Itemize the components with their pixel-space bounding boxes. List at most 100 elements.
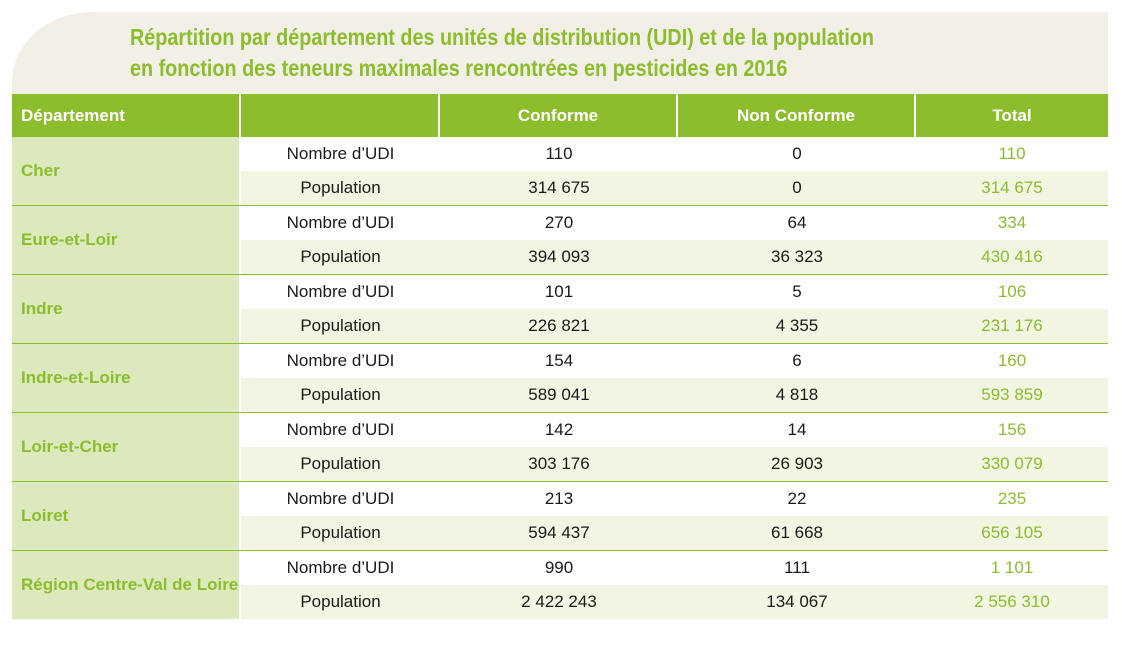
group-rows: Nombre d’UDI 101 5 106 Population 226 821 4 35…: [241, 275, 1108, 343]
table-group: Indre-et-Loire Nombre d’UDI 154 6 160 Populat…: [12, 343, 1108, 412]
non-conforme-value: 4 818: [775, 385, 819, 404]
conforme-value: 101: [544, 282, 574, 301]
non-conforme-value: 6: [792, 351, 802, 370]
non-conforme-value: 0: [792, 144, 802, 163]
total-value: 656 105: [981, 523, 1043, 542]
non-conforme-value: 5: [792, 282, 802, 301]
table-row: Population 394 093 36 323 430 416: [241, 240, 1108, 274]
row-label: Nombre d’UDI: [286, 351, 395, 370]
conforme-value: 213: [544, 489, 574, 508]
conforme-value: 990: [544, 558, 574, 577]
total-value: 593 859: [981, 385, 1043, 404]
conforme-value: 303 176: [528, 454, 590, 473]
table-body: Cher Nombre d’UDI 110 0 110 Population 314 675…: [12, 137, 1108, 619]
table-row: Nombre d’UDI 213 22 235: [241, 482, 1108, 516]
table-row: Population 2 422 243 134 067 2 556 310: [241, 585, 1108, 619]
data-table: Département Conforme Non Conforme Total …: [12, 94, 1108, 619]
page-title: Répartition par département des unités d…: [130, 22, 956, 84]
table-row: Nombre d’UDI 110 0 110: [241, 137, 1108, 171]
row-label: Population: [300, 592, 381, 611]
table-group: Indre Nombre d’UDI 101 5 106 Population 226 82…: [12, 274, 1108, 343]
row-label: Nombre d’UDI: [286, 558, 395, 577]
table-group: Loir-et-Cher Nombre d’UDI 142 14 156 Populati…: [12, 412, 1108, 481]
table-group: Région Centre-Val de Loire Nombre d’UDI 99…: [12, 550, 1108, 619]
header-conforme: Conforme: [440, 94, 678, 137]
table-row: Nombre d’UDI 101 5 106: [241, 275, 1108, 309]
table-row: Nombre d’UDI 270 64 334: [241, 206, 1108, 240]
row-label: Nombre d’UDI: [286, 144, 395, 163]
row-label: Population: [300, 178, 381, 197]
non-conforme-value: 14: [787, 420, 807, 439]
group-rows: Nombre d’UDI 110 0 110 Population 314 675 0 314…: [241, 137, 1108, 205]
conforme-value: 394 093: [528, 247, 590, 266]
department-name: Région Centre-Val de Loire: [12, 551, 241, 619]
total-value: 430 416: [981, 247, 1043, 266]
row-label: Population: [300, 454, 381, 473]
table-row: Population 314 675 0 314 675: [241, 171, 1108, 205]
conforme-value: 2 422 243: [521, 592, 597, 611]
table-group: Loiret Nombre d’UDI 213 22 235 Population 594 …: [12, 481, 1108, 550]
table-row: Population 226 821 4 355 231 176: [241, 309, 1108, 343]
table-group: Cher Nombre d’UDI 110 0 110 Population 314 675…: [12, 137, 1108, 205]
group-rows: Nombre d’UDI 990 111 1 101 Population 2 422 2…: [241, 551, 1108, 619]
total-value: 106: [997, 282, 1027, 301]
total-value: 330 079: [981, 454, 1043, 473]
row-label: Nombre d’UDI: [286, 420, 395, 439]
non-conforme-value: 0: [792, 178, 802, 197]
department-name: Cher: [12, 137, 241, 205]
non-conforme-value: 64: [787, 213, 807, 232]
table-row: Population 589 041 4 818 593 859: [241, 378, 1108, 412]
row-label: Nombre d’UDI: [286, 213, 395, 232]
total-value: 314 675: [981, 178, 1043, 197]
conforme-value: 589 041: [528, 385, 590, 404]
department-name: Loiret: [12, 482, 241, 550]
total-value: 334: [997, 213, 1027, 232]
group-rows: Nombre d’UDI 213 22 235 Population 594 437 61 …: [241, 482, 1108, 550]
non-conforme-value: 22: [787, 489, 807, 508]
total-value: 110: [998, 144, 1026, 163]
non-conforme-value: 61 668: [771, 523, 823, 542]
non-conforme-value: 111: [784, 558, 810, 577]
non-conforme-value: 26 903: [771, 454, 823, 473]
conforme-value: 142: [544, 420, 574, 439]
department-name: Indre: [12, 275, 241, 343]
title-line-1: Répartition par département des unités d…: [130, 24, 875, 50]
table-header: Département Conforme Non Conforme Total: [12, 94, 1108, 137]
non-conforme-value: 36 323: [771, 247, 823, 266]
total-value: 160: [997, 351, 1027, 370]
title-line-2: en fonction des teneurs maximales rencon…: [130, 55, 788, 81]
header-non-conforme: Non Conforme: [678, 94, 916, 137]
total-value: 1 101: [990, 558, 1034, 577]
department-name: Loir-et-Cher: [12, 413, 241, 481]
title-banner: [12, 12, 1108, 94]
conforme-value: 594 437: [528, 523, 590, 542]
conforme-value: 270: [544, 213, 574, 232]
total-value: 231 176: [981, 316, 1043, 335]
row-label: Nombre d’UDI: [286, 282, 395, 301]
header-blank: [241, 94, 440, 137]
department-name: Indre-et-Loire: [12, 344, 241, 412]
row-label: Population: [300, 385, 381, 404]
table-row: Nombre d’UDI 142 14 156: [241, 413, 1108, 447]
conforme-value: 154: [544, 351, 574, 370]
non-conforme-value: 134 067: [766, 592, 828, 611]
table-group: Eure-et-Loir Nombre d’UDI 270 64 334 Populati…: [12, 205, 1108, 274]
table-row: Nombre d’UDI 154 6 160: [241, 344, 1108, 378]
table-row: Nombre d’UDI 990 111 1 101: [241, 551, 1108, 585]
total-value: 2 556 310: [974, 592, 1050, 611]
group-rows: Nombre d’UDI 270 64 334 Population 394 093 36 …: [241, 206, 1108, 274]
department-name: Eure-et-Loir: [12, 206, 241, 274]
conforme-value: 110: [545, 144, 573, 163]
row-label: Population: [300, 247, 381, 266]
header-departement: Département: [12, 94, 241, 137]
row-label: Population: [300, 316, 381, 335]
row-label: Population: [300, 523, 381, 542]
table-row: Population 303 176 26 903 330 079: [241, 447, 1108, 481]
table-row: Population 594 437 61 668 656 105: [241, 516, 1108, 550]
group-rows: Nombre d’UDI 154 6 160 Population 589 041 4 81…: [241, 344, 1108, 412]
group-rows: Nombre d’UDI 142 14 156 Population 303 176 26 …: [241, 413, 1108, 481]
conforme-value: 226 821: [528, 316, 590, 335]
row-label: Nombre d’UDI: [286, 489, 395, 508]
header-total: Total: [916, 94, 1108, 137]
total-value: 156: [997, 420, 1027, 439]
